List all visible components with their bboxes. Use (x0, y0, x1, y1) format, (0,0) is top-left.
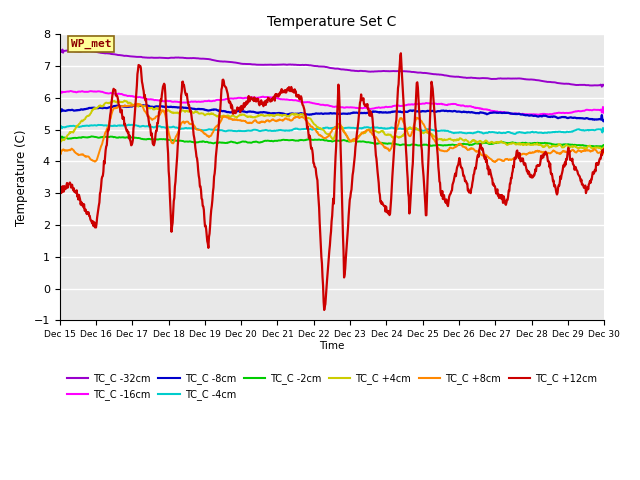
TC_C +12cm (321, 307, 328, 313)
TC_C +4cm (377, 128, 385, 134)
TC_C +8cm (56, 149, 63, 155)
TC_C -4cm (377, 125, 385, 131)
Text: WP_met: WP_met (70, 39, 111, 49)
TC_C -2cm (56, 135, 63, 141)
Y-axis label: Temperature (C): Temperature (C) (15, 129, 28, 226)
TC_C +8cm (282, 116, 290, 121)
TC_C -16cm (83, 89, 90, 95)
TC_C +8cm (134, 101, 141, 107)
TC_C +4cm (82, 114, 90, 120)
TC_C -8cm (157, 103, 165, 109)
TC_C +12cm (82, 207, 90, 213)
TC_C +4cm (120, 98, 128, 104)
Line: TC_C -2cm: TC_C -2cm (60, 136, 604, 147)
TC_C -2cm (582, 143, 590, 149)
TC_C +12cm (582, 188, 590, 194)
TC_C -2cm (282, 137, 290, 143)
TC_C +4cm (582, 145, 590, 151)
TC_C -32cm (59, 47, 67, 52)
TC_C -32cm (83, 48, 90, 54)
TC_C -32cm (157, 55, 165, 60)
TC_C -32cm (56, 49, 63, 55)
TC_C -8cm (140, 102, 147, 108)
TC_C -8cm (56, 108, 63, 114)
TC_C -4cm (582, 127, 590, 133)
TC_C -4cm (56, 122, 63, 128)
Title: Temperature Set C: Temperature Set C (267, 15, 397, 29)
TC_C -16cm (67, 88, 74, 94)
TC_C -4cm (282, 128, 290, 133)
TC_C +4cm (56, 140, 63, 145)
TC_C -2cm (600, 144, 608, 150)
TC_C +8cm (82, 153, 90, 159)
TC_C -2cm (157, 136, 165, 142)
TC_C +8cm (492, 159, 499, 165)
TC_C -8cm (82, 106, 90, 112)
TC_C -32cm (598, 84, 605, 90)
TC_C +8cm (574, 147, 582, 153)
Line: TC_C -16cm: TC_C -16cm (60, 91, 604, 115)
TC_C -16cm (600, 106, 608, 111)
TC_C +8cm (377, 141, 385, 146)
TC_C -16cm (535, 112, 543, 118)
TC_C -4cm (82, 123, 90, 129)
TC_C +8cm (600, 151, 608, 156)
Line: TC_C -8cm: TC_C -8cm (60, 105, 604, 121)
X-axis label: Time: Time (319, 340, 344, 350)
TC_C -32cm (582, 82, 590, 88)
TC_C +4cm (600, 148, 608, 154)
TC_C -32cm (573, 82, 581, 88)
TC_C -32cm (377, 68, 385, 74)
Line: TC_C +8cm: TC_C +8cm (60, 104, 604, 162)
TC_C -2cm (82, 134, 90, 140)
TC_C +8cm (582, 147, 590, 153)
TC_C -32cm (282, 62, 290, 68)
TC_C -16cm (574, 108, 582, 114)
TC_C -2cm (377, 140, 385, 146)
Line: TC_C +12cm: TC_C +12cm (60, 53, 604, 310)
TC_C -2cm (88, 133, 95, 139)
TC_C +12cm (157, 96, 164, 102)
Line: TC_C +4cm: TC_C +4cm (60, 101, 604, 151)
TC_C -16cm (282, 96, 290, 102)
TC_C -4cm (125, 121, 132, 127)
TC_C -4cm (574, 127, 582, 132)
Line: TC_C -4cm: TC_C -4cm (60, 124, 604, 134)
TC_C -8cm (377, 109, 385, 115)
TC_C -4cm (511, 131, 519, 137)
TC_C -4cm (157, 124, 165, 130)
TC_C +12cm (574, 171, 582, 177)
TC_C -8cm (600, 118, 608, 124)
TC_C +12cm (397, 50, 404, 56)
TC_C +12cm (282, 87, 289, 93)
TC_C +4cm (282, 113, 290, 119)
Legend: TC_C -32cm, TC_C -16cm, TC_C -8cm, TC_C -4cm, TC_C -2cm, TC_C +4cm, TC_C +8cm, T: TC_C -32cm, TC_C -16cm, TC_C -8cm, TC_C … (63, 370, 601, 404)
TC_C -16cm (56, 92, 63, 97)
TC_C -8cm (573, 115, 581, 121)
TC_C -4cm (600, 128, 608, 134)
TC_C +12cm (377, 198, 385, 204)
TC_C -16cm (582, 107, 590, 113)
TC_C +4cm (157, 108, 165, 114)
TC_C -32cm (600, 82, 608, 88)
TC_C -8cm (600, 119, 607, 124)
TC_C +8cm (157, 109, 165, 115)
Line: TC_C -32cm: TC_C -32cm (60, 49, 604, 87)
TC_C -2cm (598, 144, 606, 150)
TC_C +4cm (573, 145, 581, 151)
TC_C -8cm (282, 112, 290, 118)
TC_C -8cm (582, 115, 590, 121)
TC_C -2cm (573, 143, 581, 148)
TC_C +12cm (600, 146, 608, 152)
TC_C +12cm (56, 187, 63, 192)
TC_C -16cm (377, 105, 385, 110)
TC_C -16cm (157, 98, 165, 104)
